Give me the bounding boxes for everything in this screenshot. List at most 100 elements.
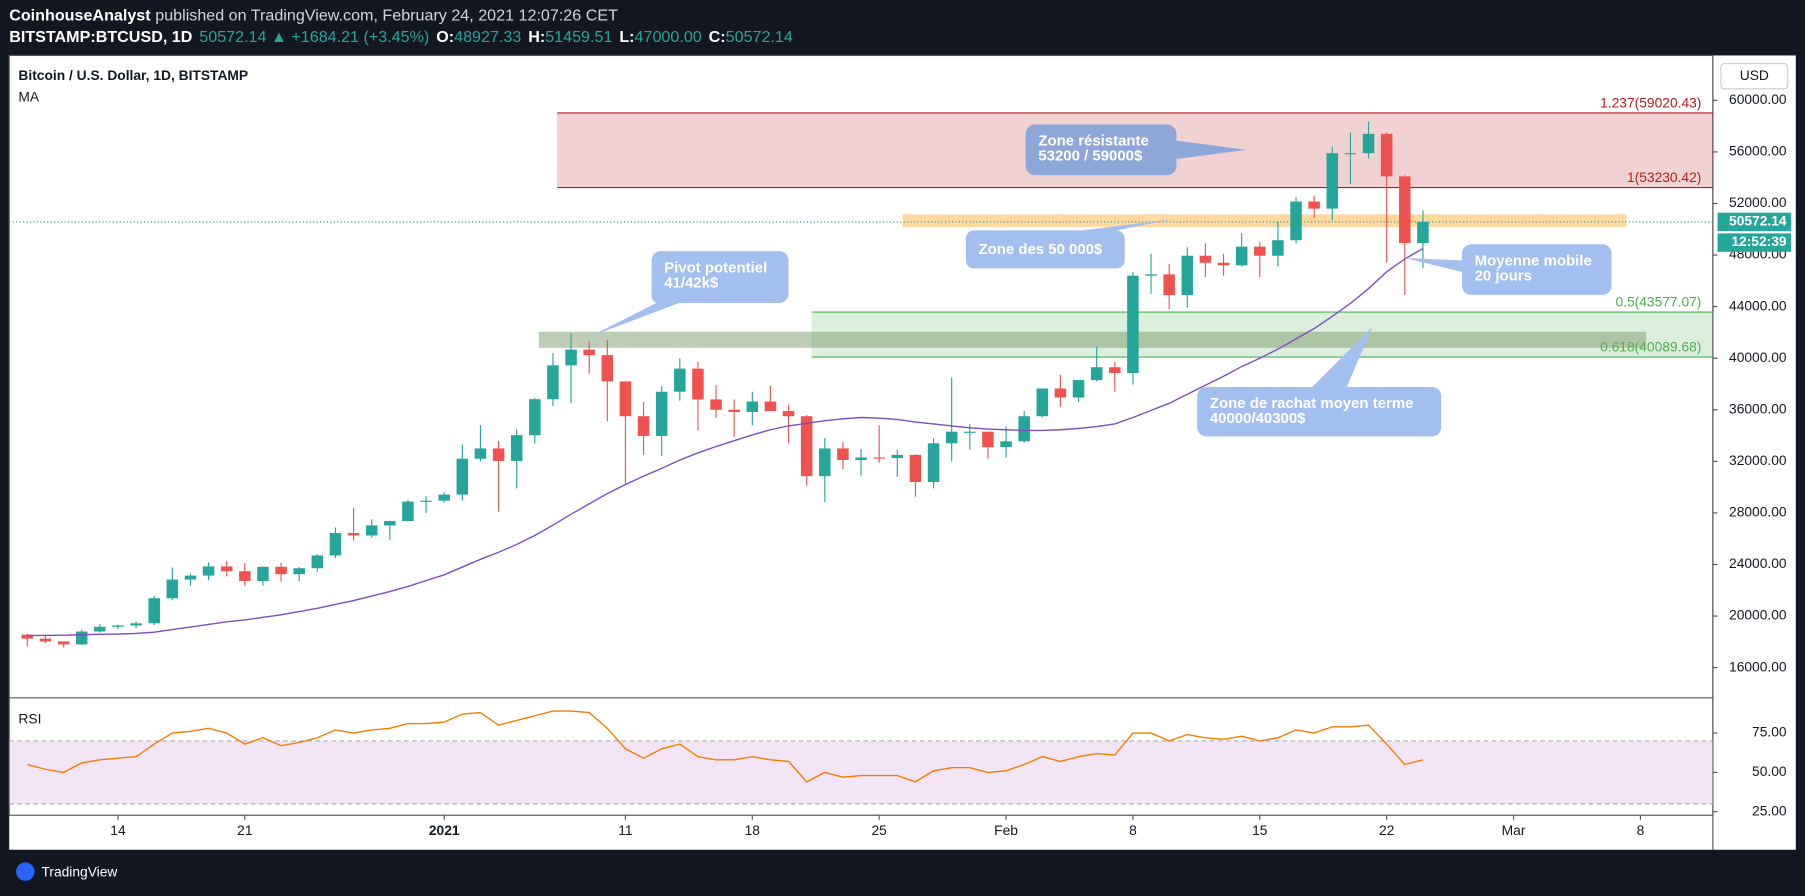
annotation-text: Moyenne mobile <box>1475 252 1592 269</box>
candle-body <box>964 431 976 433</box>
candle-body <box>601 355 614 382</box>
candle-body <box>927 443 940 482</box>
rsi-line <box>27 710 1424 783</box>
x-tick-label: Mar <box>1502 822 1526 838</box>
candle-body <box>275 566 287 575</box>
plot <box>9 121 1713 805</box>
publisher: CoinhouseAnalyst <box>9 7 151 25</box>
candle-body <box>1235 246 1248 266</box>
candle-body <box>184 575 197 580</box>
y-tick-label: 40000.00 <box>1729 349 1787 365</box>
callout <box>1404 244 1612 295</box>
ohlc-label: C: <box>709 28 726 46</box>
x-tick-label: Feb <box>994 822 1018 838</box>
annotation-text: Zone résistante <box>1038 133 1149 150</box>
candle-body <box>945 431 958 444</box>
ohlc-value: 50572.14 <box>726 28 793 46</box>
candle-body <box>565 349 577 366</box>
candle-body <box>764 401 777 412</box>
candle-body <box>220 566 233 572</box>
ma-legend: MA <box>18 89 39 105</box>
candle-body <box>311 555 324 569</box>
candle-body <box>112 625 124 627</box>
x-tick-label: 8 <box>1637 822 1645 838</box>
candle-body <box>1090 367 1103 381</box>
candle-body <box>1199 255 1212 263</box>
candle-body <box>510 435 523 461</box>
header-line-1: CoinhouseAnalyst published on TradingView… <box>9 7 618 25</box>
candle-body <box>148 598 160 624</box>
rsi-band <box>9 740 1713 804</box>
callout <box>590 251 789 337</box>
ohlc-label: H: <box>528 28 545 46</box>
candle-body <box>347 533 360 536</box>
rsi-tick-label: 50.00 <box>1752 763 1787 779</box>
x-tick-label: 21 <box>237 822 252 838</box>
y-tick-label: 36000.00 <box>1729 400 1787 416</box>
currency[interactable]: USD <box>1740 67 1769 83</box>
candle-body <box>619 381 632 417</box>
x-tick-label: 11 <box>618 822 632 838</box>
candle-body <box>1145 274 1157 276</box>
y-tick-label: 24000.00 <box>1729 555 1787 571</box>
candle-body <box>583 349 595 356</box>
candle-body <box>674 368 686 392</box>
brand: TradingView <box>41 863 117 879</box>
candle-body <box>1272 240 1284 256</box>
candle-body <box>547 365 559 400</box>
ohlc-label: O: <box>436 28 454 46</box>
currency-button[interactable] <box>1720 62 1789 90</box>
x-tick-label: 22 <box>1379 822 1394 838</box>
candle-body <box>1000 441 1012 448</box>
x-tick-label: 18 <box>745 822 761 838</box>
candle-body <box>728 409 740 412</box>
rsi-tick-label: 75.00 <box>1752 724 1787 740</box>
candle-body <box>800 416 813 477</box>
candle-body <box>492 448 505 461</box>
pivot-zone <box>538 331 1647 348</box>
candle-body <box>239 571 251 581</box>
candle-body <box>655 391 668 436</box>
candle-body <box>402 501 414 522</box>
annotation-text: Zone des 50 000$ <box>978 241 1103 258</box>
candle-body <box>365 525 378 536</box>
candle-body <box>130 623 142 626</box>
y-tick-label: 32000.00 <box>1729 452 1787 468</box>
candle-body <box>909 454 922 482</box>
annotation-text: Zone de rachat moyen terme <box>1210 395 1414 412</box>
last-price-box <box>1717 212 1792 232</box>
candle-body <box>1326 153 1339 209</box>
callout <box>965 218 1175 269</box>
candle-body <box>257 566 269 581</box>
fib-label: 0.5(43577.07) <box>1615 294 1701 310</box>
countdown: 12:52:39 <box>1731 233 1787 249</box>
candle-body <box>75 631 88 645</box>
candle-body <box>891 454 904 459</box>
annotation-text: 20 jours <box>1475 267 1532 284</box>
y-tick-label: 20000.00 <box>1729 607 1787 623</box>
annotations: Zone résistante 53200 / 59000$ Zone des … <box>590 124 1612 437</box>
candle-body <box>293 568 305 575</box>
candle-body <box>1308 201 1320 209</box>
candle-body <box>692 368 704 400</box>
candle-body <box>1054 388 1067 398</box>
candle-body <box>166 579 179 599</box>
candle-body <box>420 500 432 502</box>
annotation-text: Pivot potentiel <box>664 259 767 276</box>
y-tick-label: 56000.00 <box>1729 143 1787 159</box>
ohlc-value: 48927.33 <box>454 28 521 46</box>
countdown-box <box>1717 233 1792 252</box>
candle-body <box>1344 153 1357 155</box>
symbol: BITSTAMP:BTCUSD, 1D <box>9 28 192 46</box>
candle-body <box>1399 176 1411 244</box>
callout <box>1197 327 1442 437</box>
moving-average <box>27 247 1424 637</box>
annotation-text: 53200 / 59000$ <box>1038 148 1143 165</box>
ohlc-label: L: <box>619 28 634 46</box>
candle-body <box>1072 380 1085 398</box>
axes: 16000.00 20000.00 24000.00 28000.00 32000.00… <box>110 91 1792 838</box>
candle-body <box>873 457 885 459</box>
annotation-text: 41/42k$ <box>664 274 719 291</box>
candle-body <box>837 448 849 461</box>
